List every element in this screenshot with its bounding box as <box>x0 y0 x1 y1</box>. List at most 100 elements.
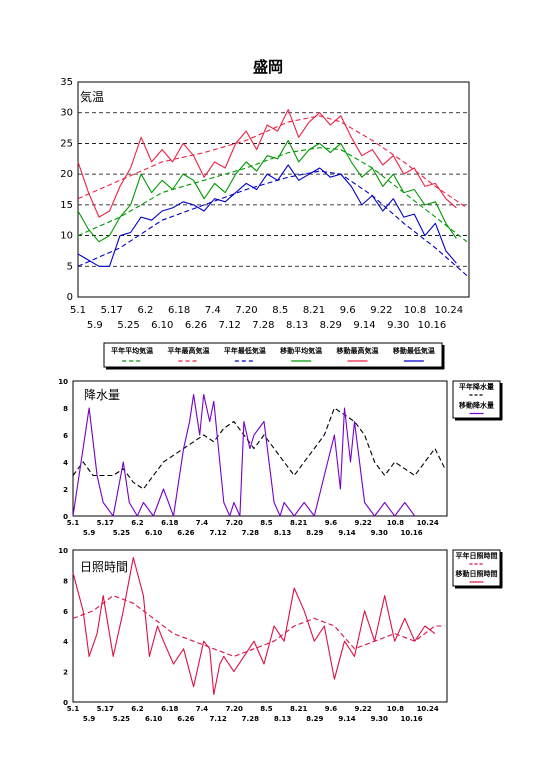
y-tick-label: 10 <box>60 231 73 242</box>
panel-label: 気温 <box>80 89 104 104</box>
x-tick-label: 8.13 <box>274 715 291 723</box>
x-tick-label: 5.17 <box>97 519 114 527</box>
series-line-moving-sun <box>72 557 436 695</box>
y-tick-label: 0 <box>63 699 68 707</box>
plot-frame <box>72 549 448 703</box>
x-tick-label: 7.28 <box>242 529 259 537</box>
y-tick-label: 2 <box>63 669 68 677</box>
legend-box <box>452 549 501 587</box>
x-tick-label: 8.13 <box>286 320 308 331</box>
legend-label: 移動平均気温 <box>280 346 322 355</box>
series-line-moving-max <box>77 109 457 218</box>
legend-label: 平年平均気温 <box>111 346 153 355</box>
x-tick-label: 9.6 <box>325 519 338 527</box>
legend-label: 移動日照時間 <box>456 569 498 578</box>
x-tick-label: 7.20 <box>226 519 243 527</box>
series-line-moving-precip <box>72 393 416 517</box>
x-tick-label: 10.16 <box>400 529 422 537</box>
x-tick-label: 6.2 <box>131 705 144 713</box>
x-tick-label: 5.1 <box>70 305 86 316</box>
y-tick-label: 20 <box>60 169 73 180</box>
x-tick-label: 5.17 <box>101 305 123 316</box>
x-tick-label: 7.4 <box>196 519 209 527</box>
series-line-normal-min <box>77 170 468 276</box>
x-tick-label: 6.10 <box>145 529 162 537</box>
x-tick-label: 7.28 <box>252 320 274 331</box>
x-tick-label: 10.16 <box>418 320 447 331</box>
y-tick-label: 4 <box>63 459 68 467</box>
x-tick-label: 5.25 <box>117 320 139 331</box>
legend-label: 平年降水量 <box>459 382 494 391</box>
x-tick-label: 8.21 <box>290 519 307 527</box>
x-tick-label: 5.1 <box>67 705 80 713</box>
x-tick-label: 10.8 <box>387 705 404 713</box>
x-tick-label: 10.8 <box>387 519 404 527</box>
x-tick-label: 9.30 <box>371 715 388 723</box>
plot-frame <box>77 81 470 298</box>
x-tick-label: 8.21 <box>290 705 307 713</box>
x-tick-label: 7.12 <box>219 320 241 331</box>
series-line-normal-sun <box>72 595 445 657</box>
y-tick-label: 5 <box>67 261 73 272</box>
x-tick-label: 5.9 <box>83 529 96 537</box>
x-tick-label: 5.9 <box>87 320 103 331</box>
legend-label: 移動最低気温 <box>393 346 435 355</box>
x-tick-label: 6.18 <box>168 305 190 316</box>
y-tick-label: 6 <box>63 608 68 616</box>
x-tick-label: 7.12 <box>209 529 226 537</box>
x-tick-label: 6.18 <box>161 519 178 527</box>
x-tick-label: 7.20 <box>235 305 257 316</box>
x-tick-label: 6.10 <box>151 320 173 331</box>
legend-label: 平年最高気温 <box>168 346 210 355</box>
x-tick-label: 9.14 <box>353 320 375 331</box>
x-tick-label: 9.6 <box>340 305 356 316</box>
x-tick-label: 9.30 <box>371 529 388 537</box>
temperature-chart: 0 5 10 15 20 25 30 35 5.1 5.17 6.2 6.18 7.4 7.20 8.5 8.… <box>60 77 470 370</box>
x-tick-label: 9.22 <box>355 519 372 527</box>
x-tick-label: 7.28 <box>242 715 259 723</box>
x-tick-label: 8.29 <box>306 529 323 537</box>
y-tick-label: 10 <box>58 378 68 386</box>
y-tick-label: 0 <box>67 292 73 303</box>
x-tick-label: 8.29 <box>306 715 323 723</box>
x-tick-label: 9.6 <box>325 705 338 713</box>
x-tick-label: 5.1 <box>67 519 80 527</box>
page-title: 盛岡 <box>253 58 283 76</box>
x-tick-label: 10.16 <box>400 715 422 723</box>
series-line-moving-mean <box>77 139 457 243</box>
x-tick-label: 9.22 <box>355 705 372 713</box>
x-tick-label: 8.5 <box>260 519 273 527</box>
y-tick-label: 6 <box>63 432 68 440</box>
x-tick-label: 8.13 <box>274 529 291 537</box>
legend-box <box>452 380 501 419</box>
x-tick-label: 8.5 <box>272 305 288 316</box>
x-tick-label: 5.25 <box>113 529 130 537</box>
x-tick-label: 8.21 <box>303 305 325 316</box>
x-tick-label: 7.4 <box>196 705 209 713</box>
series-line-moving-min <box>77 164 457 267</box>
panel-label: 日照時間 <box>80 560 128 574</box>
x-tick-label: 5.17 <box>97 705 114 713</box>
y-tick-label: 2 <box>63 486 68 494</box>
x-tick-label: 10.8 <box>404 305 426 316</box>
legend-label: 平年日照時間 <box>456 551 498 560</box>
x-tick-label: 8.29 <box>320 320 342 331</box>
legend-label: 平年最低気温 <box>224 346 266 355</box>
legend-label: 移動最高気温 <box>337 346 379 355</box>
series-line-normal-mean <box>77 147 468 243</box>
x-tick-label: 9.14 <box>338 715 355 723</box>
x-tick-label: 10.24 <box>434 305 463 316</box>
series-line-normal-max <box>77 115 468 209</box>
panel-label: 降水量 <box>84 388 120 402</box>
x-tick-label: 9.30 <box>387 320 409 331</box>
y-tick-label: 35 <box>60 77 73 88</box>
y-tick-label: 8 <box>63 577 68 585</box>
y-tick-label: 8 <box>63 405 68 413</box>
x-tick-label: 9.22 <box>370 305 392 316</box>
x-tick-label: 10.24 <box>417 705 439 713</box>
x-tick-label: 7.12 <box>209 715 226 723</box>
x-tick-label: 5.25 <box>113 715 130 723</box>
series-line-normal-precip <box>72 407 446 490</box>
